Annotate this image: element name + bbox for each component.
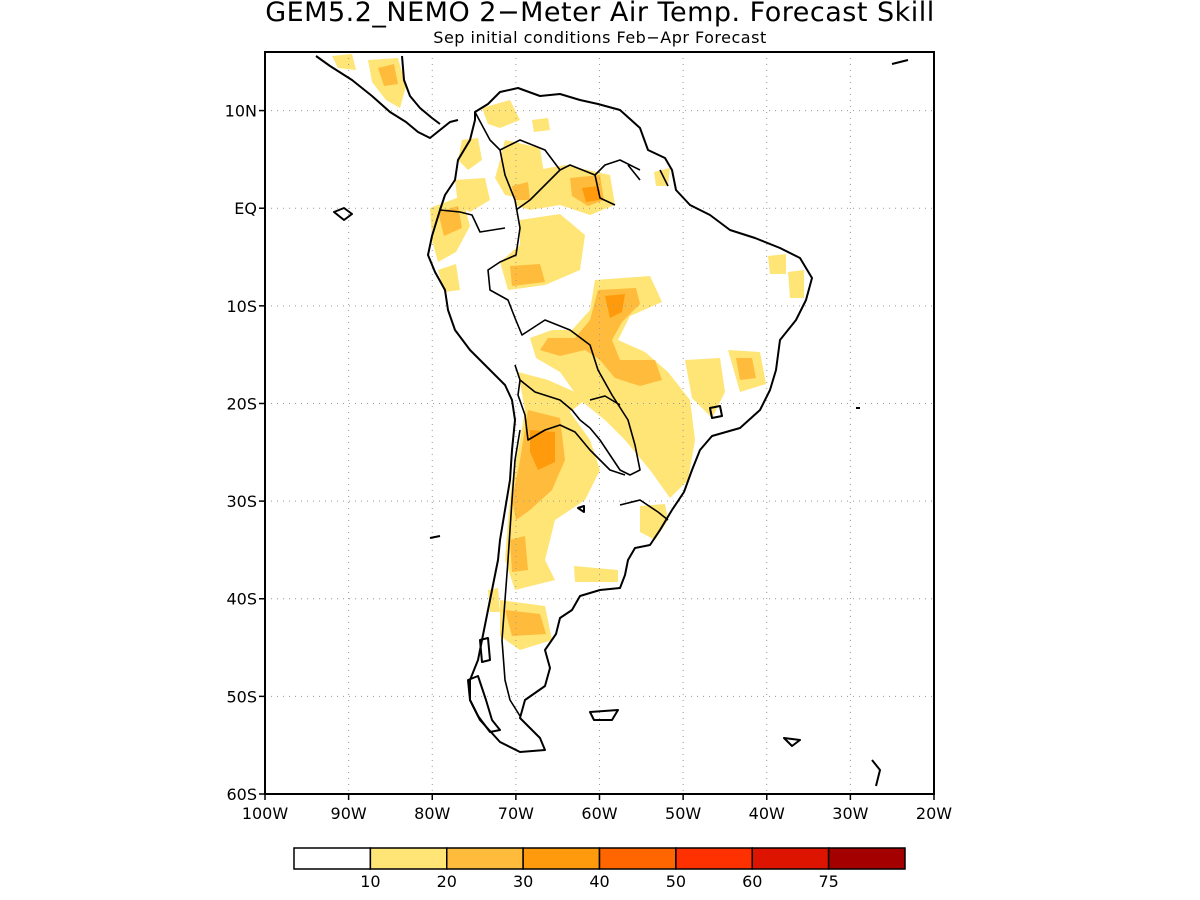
lat-tick-label: 30S [226,492,257,511]
lat-tick-label: EQ [234,199,257,218]
islands [333,59,909,787]
skill-area-ecuador-core [438,206,462,236]
colorbar-label: 75 [818,872,838,891]
skill-area-peru-north [438,264,460,292]
lat-tick-label: 40S [226,590,257,609]
lat-tick-label: 10S [226,297,257,316]
colorbar-bin [675,847,753,870]
skill-area-venezuela-peak [582,186,600,202]
skill-area-central-brazil-peak [605,294,625,318]
skill-area-patagonia-core [505,610,546,636]
colorbar-labels: 10 20 30 40 50 60 75 [360,872,839,891]
lat-tick-label: 20S [226,394,257,413]
colorbar-bin [369,847,448,870]
colorbar-label: 40 [589,872,609,891]
lon-tick-label: 20W [916,804,952,823]
colorbar-bin [751,847,830,870]
south-america-coastline [427,87,813,753]
colorbar-bin [446,847,524,870]
skill-area-venezuela-core [512,175,604,206]
skill-shading [332,54,804,650]
lat-tick-label: 60S [226,785,257,804]
lon-tick-label: 60W [581,804,617,823]
lon-tick-label: 100W [242,804,289,823]
colorbar-bin [522,847,601,870]
colorbar-bin [827,847,906,870]
skill-area-western-amazon-core [510,264,545,286]
lon-tick-label: 50W [665,804,701,823]
colorbar-label: 60 [742,872,762,891]
longitude-labels: 100W 90W 80W 70W 60W 50W 40W 30W 20W [242,804,952,823]
coastline-borders [315,55,909,787]
latitude-labels: 10N EQ 10S 20S 30S 40S 50S 60S [225,102,257,804]
central-america-coastline [315,55,459,139]
lon-tick-label: 80W [414,804,450,823]
skill-area-central-brazil-core [540,288,756,386]
lat-tick-label: 50S [226,687,257,706]
map-gridlines [265,52,934,794]
colorbar-bin [598,847,677,870]
country-borders [439,111,669,717]
skill-area-central-america-core [378,64,398,86]
lon-tick-label: 90W [331,804,367,823]
map-subtitle: Sep initial conditions Feb−Apr Forecast [433,28,767,47]
colorbar-label: 10 [360,872,380,891]
colorbar-label: 50 [666,872,686,891]
skill-area-ne-brazil [768,254,804,298]
colorbar-bin [293,847,372,870]
skill-area-argentina-peak [530,430,555,470]
lon-tick-label: 40W [749,804,785,823]
lat-tick-label: 10N [225,102,257,121]
lon-tick-label: 70W [498,804,534,823]
skill-area-se-brazil [640,504,668,540]
lon-tick-label: 30W [832,804,868,823]
colorbar-label: 30 [513,872,533,891]
colorbar-label: 20 [437,872,457,891]
map-title: GEM5.2_NEMO 2−Meter Air Temp. Forecast S… [265,0,935,28]
colorbar [293,847,906,870]
axis-ticks [259,109,935,800]
skill-area-venezuela [510,118,670,215]
